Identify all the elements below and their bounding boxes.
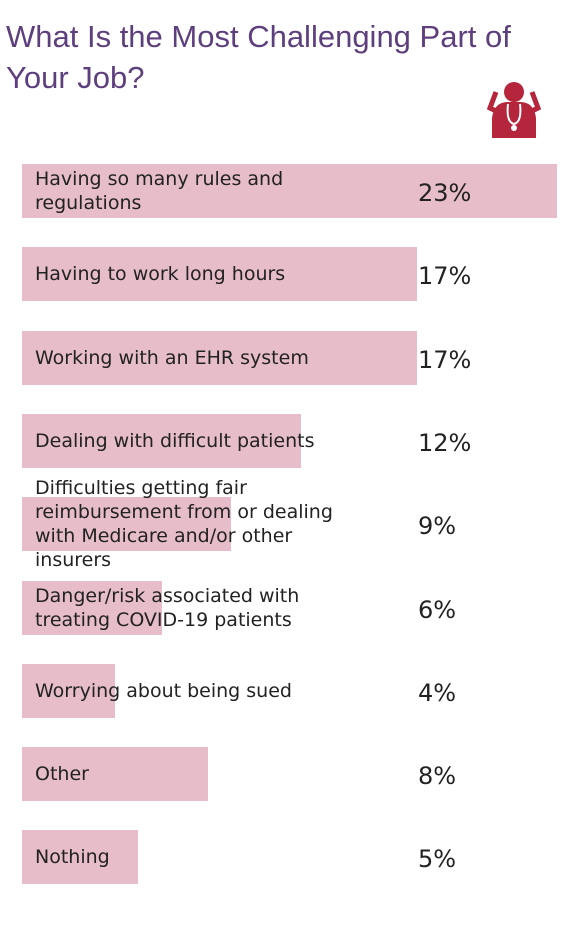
- value-label: 12%: [418, 428, 472, 457]
- category-label: Dealing with difficult patients: [35, 429, 315, 452]
- value-label: 17%: [418, 345, 472, 374]
- value-label: 23%: [418, 179, 472, 207]
- category-label: Nothing: [35, 846, 110, 869]
- doctor-icon: [486, 82, 542, 138]
- value-label: 17%: [418, 262, 472, 291]
- bar: [22, 497, 232, 552]
- bar: [22, 747, 209, 802]
- bar: [22, 247, 418, 302]
- value-label: 5%: [418, 845, 457, 874]
- value-label: 9%: [418, 512, 457, 541]
- category-label: Having so many rules and regulations: [35, 168, 284, 214]
- category-label: Having to work long hours: [35, 263, 286, 286]
- category-label: Other: [35, 763, 89, 786]
- value-label: 8%: [418, 762, 457, 791]
- category-label: Worrying about being sued: [35, 679, 292, 702]
- category-label: Difficulties getting fair reimbursement …: [35, 477, 333, 572]
- bar: [22, 164, 557, 218]
- value-label: 6%: [418, 595, 457, 624]
- bar: [22, 663, 116, 718]
- bar: [22, 580, 162, 635]
- bar: [22, 330, 418, 385]
- category-label: Danger/risk associated with treating COV…: [35, 584, 300, 631]
- bar: [22, 413, 302, 468]
- category-label: Working with an EHR system: [35, 346, 309, 369]
- bar: [22, 830, 139, 885]
- chart-title: What Is the Most Challenging Part of You…: [6, 19, 511, 95]
- value-label: 4%: [418, 678, 457, 707]
